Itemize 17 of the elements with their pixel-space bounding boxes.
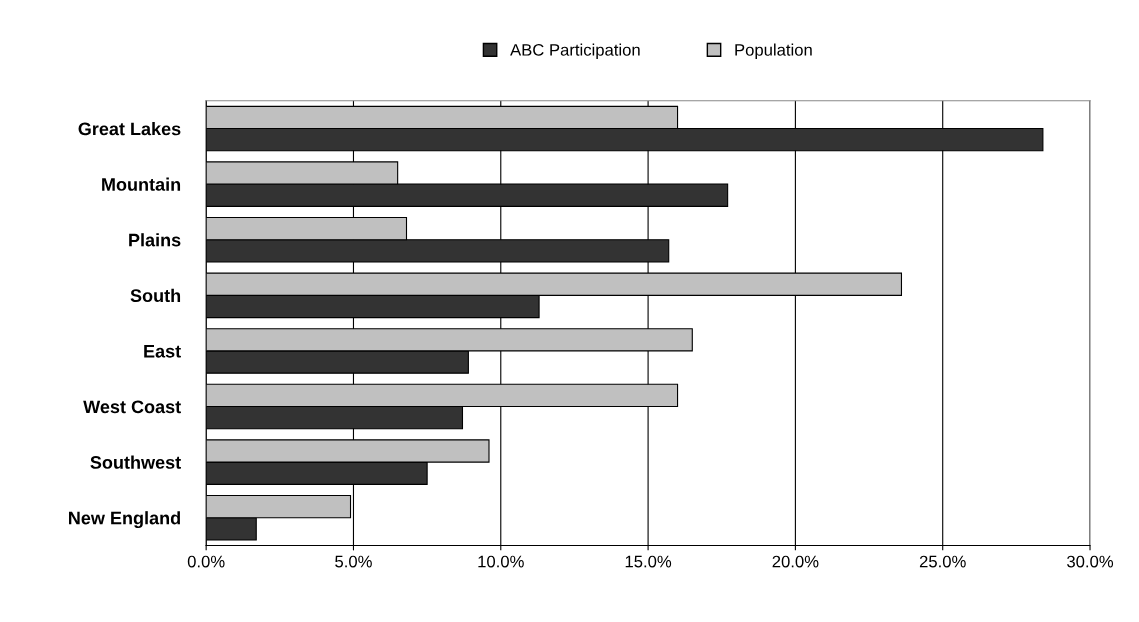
x-tick-label: 30.0% [1067,555,1114,568]
y-tick-label: West Coast [83,400,181,414]
x-tick-label: 5.0% [335,555,372,568]
x-tick-label: 10.0% [478,555,524,568]
y-tick-label: Mountain [102,177,181,191]
x-tick-label: 0.0% [187,555,225,568]
legend-label: Population [735,43,812,60]
y-tick-label: Southwest [90,455,181,469]
y-tick-label: South [130,288,181,303]
y-tick-label: East [144,345,181,358]
x-tick-label: 20.0% [772,555,819,568]
x-tick-label: 25.0% [919,555,966,568]
x-tick-label: 15.0% [625,555,672,568]
y-tick-label: Plains [129,233,181,247]
y-tick-label: Great Lakes [78,122,181,136]
y-tick-label: New England [69,511,180,529]
legend-label: ABC Participation [510,43,640,60]
